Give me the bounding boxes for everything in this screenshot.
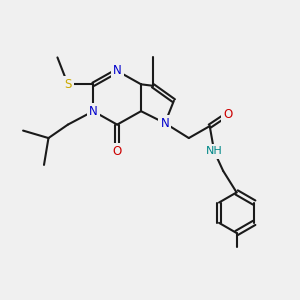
Text: N: N — [113, 64, 122, 77]
Text: O: O — [112, 145, 122, 158]
Text: S: S — [64, 78, 72, 91]
Text: NH: NH — [206, 146, 223, 157]
Text: O: O — [223, 108, 232, 121]
Text: N: N — [160, 117, 169, 130]
Text: N: N — [89, 105, 98, 118]
